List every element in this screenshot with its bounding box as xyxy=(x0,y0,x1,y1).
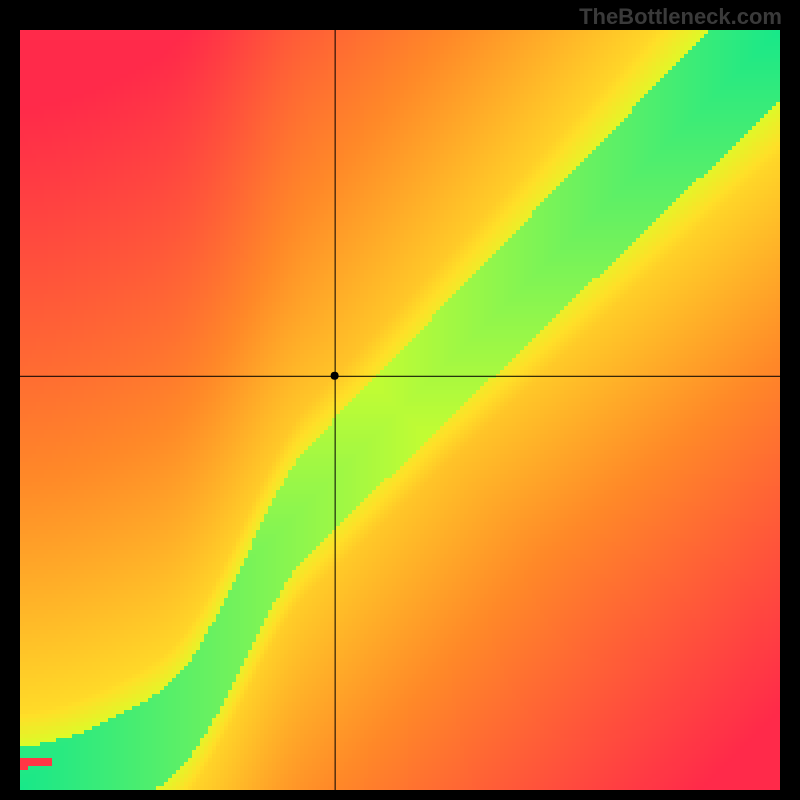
heatmap-canvas xyxy=(0,0,800,800)
chart-container: TheBottleneck.com xyxy=(0,0,800,800)
watermark-text: TheBottleneck.com xyxy=(579,4,782,30)
